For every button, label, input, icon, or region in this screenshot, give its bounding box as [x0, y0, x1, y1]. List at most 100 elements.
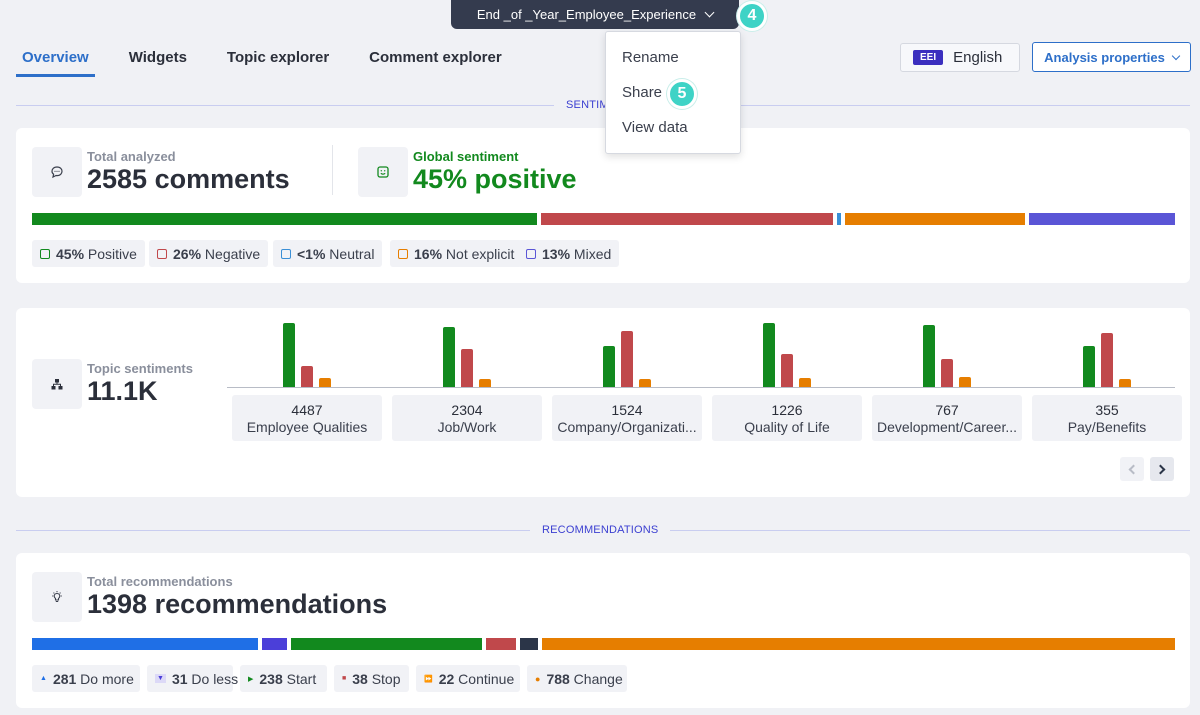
sentiment-bar-neutral[interactable]: [836, 213, 842, 225]
topic-bar-neg: [1101, 333, 1113, 387]
topic-name: Company/Organizati...: [557, 419, 697, 435]
project-selector[interactable]: End _of _Year_Employee_Experience: [451, 0, 739, 29]
topic-column[interactable]: 2304 Job/Work: [392, 308, 542, 448]
recommendation-chip-continue[interactable]: ⏩ 22 Continue: [416, 665, 520, 692]
topic-column[interactable]: 4487 Employee Qualities: [232, 308, 382, 448]
chevron-down-icon: [1171, 51, 1181, 60]
triangle-up-icon: ▲: [40, 675, 47, 682]
topic-count: 355: [1095, 402, 1119, 418]
hierarchy-icon: [51, 379, 63, 390]
sentiment-chip-text: 13% Mixed: [542, 245, 612, 262]
topic-bar-neg: [781, 354, 793, 387]
chevron-down-icon: [704, 7, 715, 18]
recommendation-bar-start[interactable]: [290, 638, 482, 650]
eei-badge: EEI: [913, 50, 944, 65]
topic-bar-nex: [479, 379, 491, 387]
sentiment-bar-mixed[interactable]: [1029, 213, 1175, 225]
recommendation-chip-start[interactable]: ▶ 238 Start: [240, 665, 327, 692]
menu-item-share[interactable]: Share: [622, 84, 663, 101]
topic-bar-pos: [923, 325, 935, 387]
menu-item-rename[interactable]: Rename: [622, 49, 679, 66]
topic-bar-nex: [639, 379, 651, 387]
next-page-button[interactable]: [1150, 457, 1174, 481]
dot-icon: ●: [535, 673, 541, 684]
sentiment-chip-text: 45% Positive: [56, 245, 137, 262]
global-sentiment-label: Global sentiment: [413, 149, 519, 164]
topic-column[interactable]: 1226 Quality of Life: [712, 308, 862, 448]
lightbulb-icon: [52, 591, 62, 602]
tab-comment-explorer[interactable]: Comment explorer: [369, 49, 502, 66]
topic-count: 2304: [451, 402, 483, 418]
recommendation-bar-continue[interactable]: [520, 638, 538, 650]
topic-bars: [232, 308, 382, 387]
language-button[interactable]: EEI English: [900, 43, 1020, 72]
topic-name: Pay/Benefits: [1067, 419, 1147, 435]
sentiment-bar-not_explicit[interactable]: [845, 213, 1026, 225]
recommendation-bar-change[interactable]: [542, 638, 1175, 650]
tab-topic-explorer[interactable]: Topic explorer: [226, 49, 330, 66]
triangle-down-icon: ▼: [155, 674, 166, 683]
sentiment-card: Total analyzed 2585 comments Global sent…: [16, 128, 1190, 283]
topic-count: 4487: [291, 402, 323, 418]
analysis-properties-button[interactable]: Analysis properties: [1032, 42, 1191, 72]
topic-bar-pos: [1083, 346, 1095, 387]
topic-sentiments-label: Topic sentiments: [87, 361, 193, 376]
recommendations-card: Total recommendations 1398 recommendatio…: [16, 553, 1190, 708]
topic-bar-neg: [941, 359, 953, 387]
topic-bars: [1032, 308, 1182, 387]
sentiment-chip-neutral[interactable]: <1% Neutral: [273, 240, 383, 267]
analysis-properties-label: Analysis properties: [1044, 49, 1165, 65]
hierarchy-icon-box: [32, 359, 82, 409]
stat-divider: [332, 145, 333, 195]
sentiment-chip-not_explicit[interactable]: 16% Not explicit: [390, 240, 523, 267]
sentiment-chip-text: 26% Negative: [173, 245, 261, 262]
recommendation-chip-text: 788 Change: [546, 670, 623, 687]
smiley-icon-box: [358, 147, 408, 197]
menu-item-view-data[interactable]: View data: [622, 119, 688, 136]
sentiment-bar-positive[interactable]: [32, 213, 538, 225]
recommendation-bar-do-less[interactable]: [261, 638, 287, 650]
topic-column[interactable]: 355 Pay/Benefits: [1032, 308, 1182, 448]
sentiment-chip-negative[interactable]: 26% Negative: [149, 240, 269, 267]
sentiment-chip-positive[interactable]: 45% Positive: [32, 240, 145, 267]
sentiment-face-icon: [157, 248, 167, 259]
recommendation-chip-change[interactable]: ● 788 Change: [527, 665, 627, 692]
topic-label: 2304 Job/Work: [392, 395, 542, 441]
topic-column[interactable]: 1524 Company/Organizati...: [552, 308, 702, 448]
chevron-left-icon: [1128, 464, 1139, 474]
recommendation-chip-do-more[interactable]: ▲ 281 Do more: [32, 665, 140, 692]
section-label-sentiment: SENTIM: [554, 99, 621, 111]
topic-bar-neg: [301, 366, 313, 387]
sentiment-chip-mixed[interactable]: 13% Mixed: [518, 240, 620, 267]
topic-bars: [392, 308, 542, 387]
step-badge-5: 5: [667, 79, 697, 109]
stop-icon: ■: [342, 675, 347, 682]
topic-bar-pos: [443, 327, 455, 387]
lightbulb-icon-box: [32, 572, 82, 622]
prev-page-button[interactable]: [1120, 457, 1144, 481]
total-analyzed-label: Total analyzed: [87, 149, 176, 164]
recommendation-chip-text: 31 Do less: [171, 670, 239, 687]
topic-name: Quality of Life: [744, 419, 830, 435]
recommendation-chip-text: 22 Continue: [438, 670, 515, 687]
topic-column[interactable]: 767 Development/Career...: [872, 308, 1022, 448]
topic-bar-neg: [621, 331, 633, 387]
topic-label: 4487 Employee Qualities: [232, 395, 382, 441]
recommendation-chip-text: 38 Stop: [352, 670, 401, 687]
tab-overview[interactable]: Overview: [16, 43, 95, 77]
sentiment-bar-negative[interactable]: [541, 213, 833, 225]
topic-bar-neg: [461, 349, 473, 387]
topic-name: Development/Career...: [876, 419, 1018, 435]
tab-widgets[interactable]: Widgets: [128, 49, 187, 66]
topic-bar-nex: [1119, 379, 1131, 387]
topic-bar-nex: [319, 378, 331, 387]
recommendation-bar-do-more[interactable]: [32, 638, 258, 650]
main-tabs: Overview Widgets Topic explorer Comment …: [16, 43, 508, 77]
topic-name: Employee Qualities: [246, 419, 368, 435]
play-icon: ▶: [248, 675, 254, 683]
recommendation-chip-text: 281 Do more: [52, 670, 134, 687]
recommendation-bar-stop[interactable]: [485, 638, 517, 650]
recommendation-chip-do-less[interactable]: ▼ 31 Do less: [147, 665, 238, 692]
global-sentiment-value: 45% positive: [413, 164, 577, 194]
recommendation-chip-stop[interactable]: ■ 38 Stop: [334, 665, 409, 692]
